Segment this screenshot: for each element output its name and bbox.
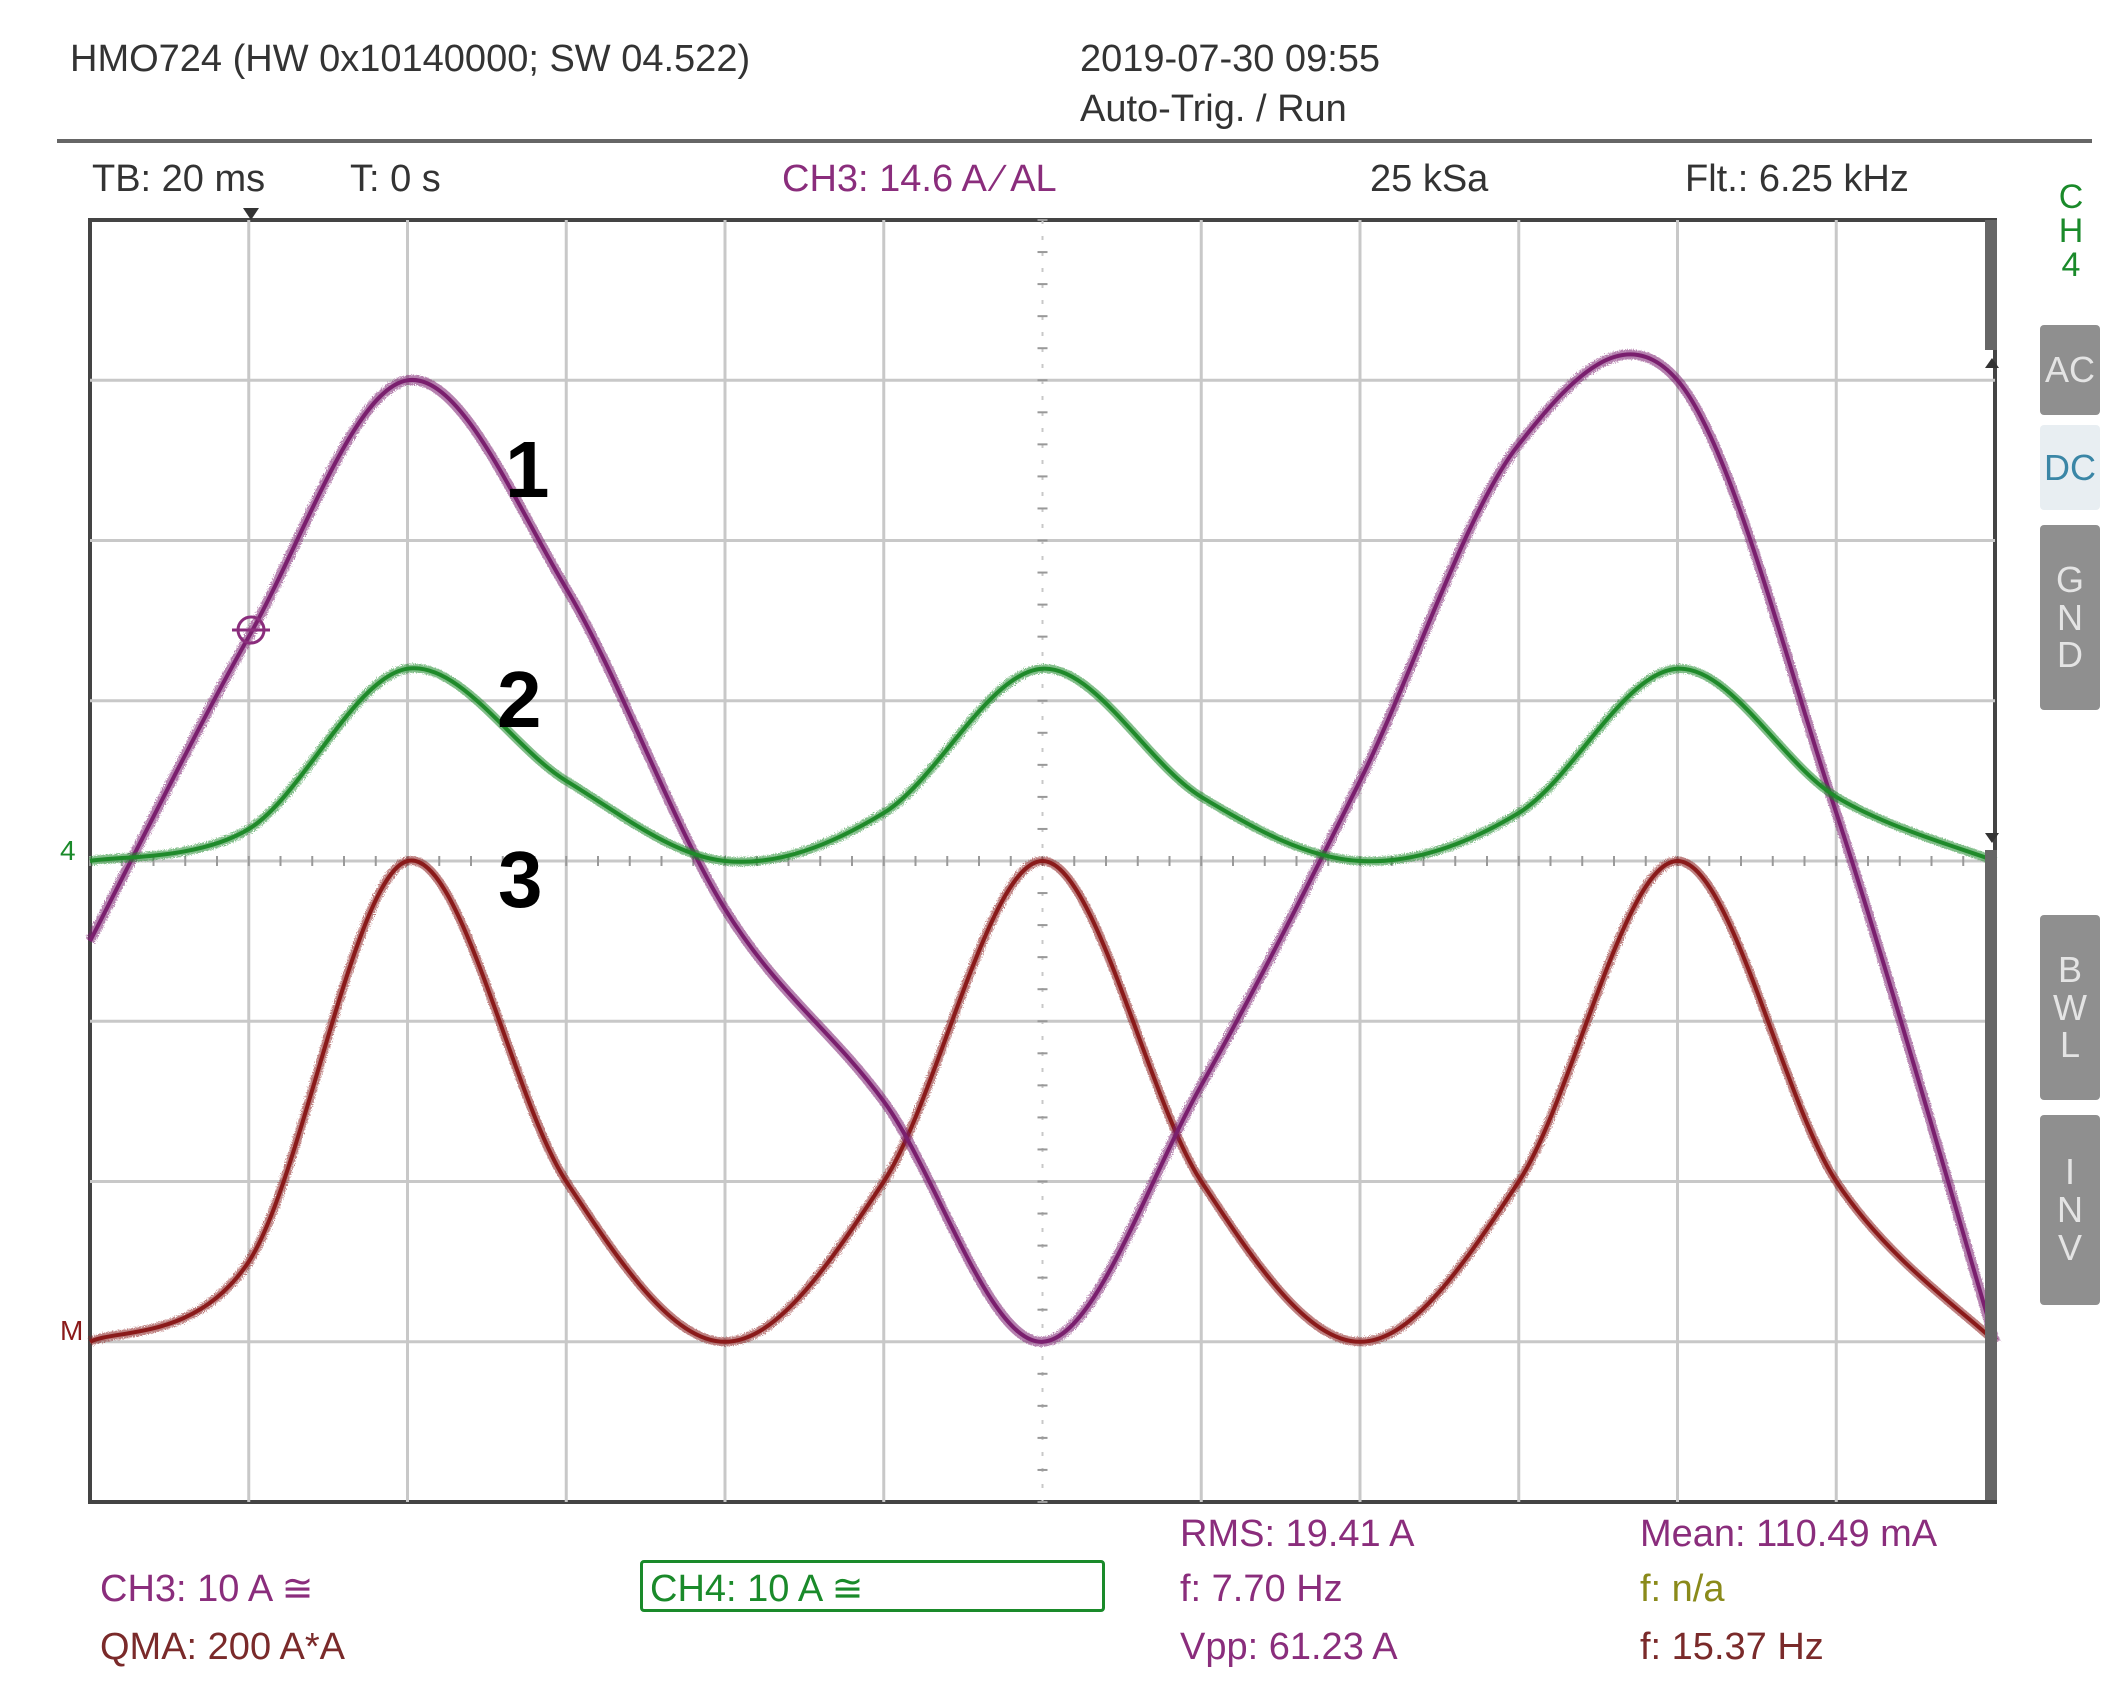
level-arrow-down [1985,833,1999,843]
ch4-offset-marker[interactable]: 4 [60,835,76,866]
ch4-scale[interactable]: CH4: 10 A ≅ [650,1568,864,1610]
ch4-scale-box[interactable] [640,1560,1105,1612]
meas-freq-ch3: f: 7.70 Hz [1180,1568,1343,1610]
channel-indicator-c: C [2058,178,2084,216]
trigger-source[interactable]: CH3: 14.6 A ∕ AL [782,158,1057,200]
inv-label-i: I [2064,1151,2075,1193]
trigger-position-marker[interactable] [243,208,259,220]
filter-setting[interactable]: Flt.: 6.25 kHz [1685,158,1909,200]
trigger-level-marker[interactable] [232,615,270,645]
bwl-button[interactable]: B W L [2040,915,2100,1100]
scope-scrollbar-lower[interactable] [1985,850,1997,1500]
datetime: 2019-07-30 09:55 [1080,38,1381,80]
scope-scrollbar[interactable] [1985,220,1997,350]
ch3-scale[interactable]: CH3: 10 A ≅ [100,1568,314,1610]
coupling-ac-label: AC [2044,349,2095,391]
coupling-ac-button[interactable]: AC [2040,325,2100,415]
inv-button[interactable]: I N V [2040,1115,2100,1305]
wave-label-1: 1 [505,425,550,514]
meas-mean: Mean: 110.49 mA [1640,1513,1938,1555]
channel-indicator-h: H [2058,212,2084,250]
sample-rate[interactable]: 25 kSa [1370,158,1489,200]
trigger-mode: Auto-Trig. / Run [1080,88,1347,130]
coupling-dc-button[interactable]: DC [2040,425,2100,510]
channel-indicator[interactable]: C H 4 [2046,180,2096,282]
bwl-label-w: W [2053,986,2087,1028]
channel-indicator-4: 4 [2061,246,2081,284]
header-rule [57,139,2092,143]
bwl-label-l: L [2059,1024,2081,1066]
level-arrow-up [1985,358,1999,368]
inv-label-n: N [2057,1189,2083,1231]
waveform-traces [85,349,2000,1347]
math-qma-scale[interactable]: QMA: 200 A*A [100,1626,346,1668]
timebase[interactable]: TB: 20 ms [92,158,266,200]
coupling-dc-label: DC [2044,446,2096,488]
wave-label-3: 3 [498,835,543,924]
gnd-label-n: N [2057,596,2083,638]
gnd-label-d: D [2057,634,2083,676]
device-info: HMO724 (HW 0x10140000; SW 04.522) [70,38,751,80]
meas-vpp: Vpp: 61.23 A [1180,1626,1398,1668]
bwl-label-b: B [2057,948,2082,990]
gnd-label-g: G [2055,558,2084,600]
math-offset-marker[interactable]: M [60,1315,83,1346]
wave-label-2: 2 [497,655,542,744]
inv-label-v: V [2057,1226,2082,1268]
meas-freq-ch4: f: n/a [1640,1568,1725,1610]
meas-rms: RMS: 19.41 A [1180,1513,1415,1555]
meas-freq-math: f: 15.37 Hz [1640,1626,1824,1668]
trigger-time[interactable]: T: 0 s [350,158,441,200]
gnd-button[interactable]: G N D [2040,525,2100,710]
